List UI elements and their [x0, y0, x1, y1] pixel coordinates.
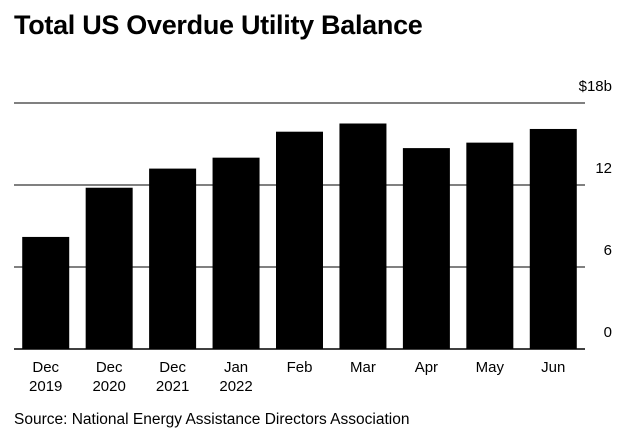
bar — [85, 187, 133, 349]
x-tick-label: Dec — [96, 359, 123, 376]
bar — [212, 157, 260, 349]
x-tick-year-label: 2019 — [29, 378, 62, 395]
x-tick-year-label: 2020 — [92, 378, 125, 395]
bar — [339, 123, 387, 349]
bar — [402, 148, 450, 349]
chart-title: Total US Overdue Utility Balance — [14, 10, 423, 40]
x-tick-label: May — [476, 359, 505, 376]
bar — [529, 128, 577, 349]
x-tick-label: Apr — [415, 359, 438, 376]
bar — [22, 236, 70, 349]
y-tick-label: 12 — [595, 160, 612, 177]
bar — [276, 131, 323, 349]
x-tick-label: Jun — [541, 359, 565, 376]
y-tick-label: $18b — [579, 78, 612, 95]
y-tick-label: 0 — [604, 324, 612, 341]
x-tick-label: Dec — [159, 359, 186, 376]
bar — [149, 168, 197, 349]
x-tick-label: Dec — [32, 359, 59, 376]
y-tick-label: 6 — [604, 242, 612, 259]
bar — [466, 142, 514, 349]
x-tick-year-label: 2021 — [156, 378, 189, 395]
x-tick-year-label: 2022 — [219, 378, 252, 395]
x-tick-label: Jan — [224, 359, 248, 376]
x-tick-label: Feb — [287, 359, 313, 376]
source-note: Source: National Energy Assistance Direc… — [14, 411, 410, 428]
x-tick-label: Mar — [350, 359, 376, 376]
